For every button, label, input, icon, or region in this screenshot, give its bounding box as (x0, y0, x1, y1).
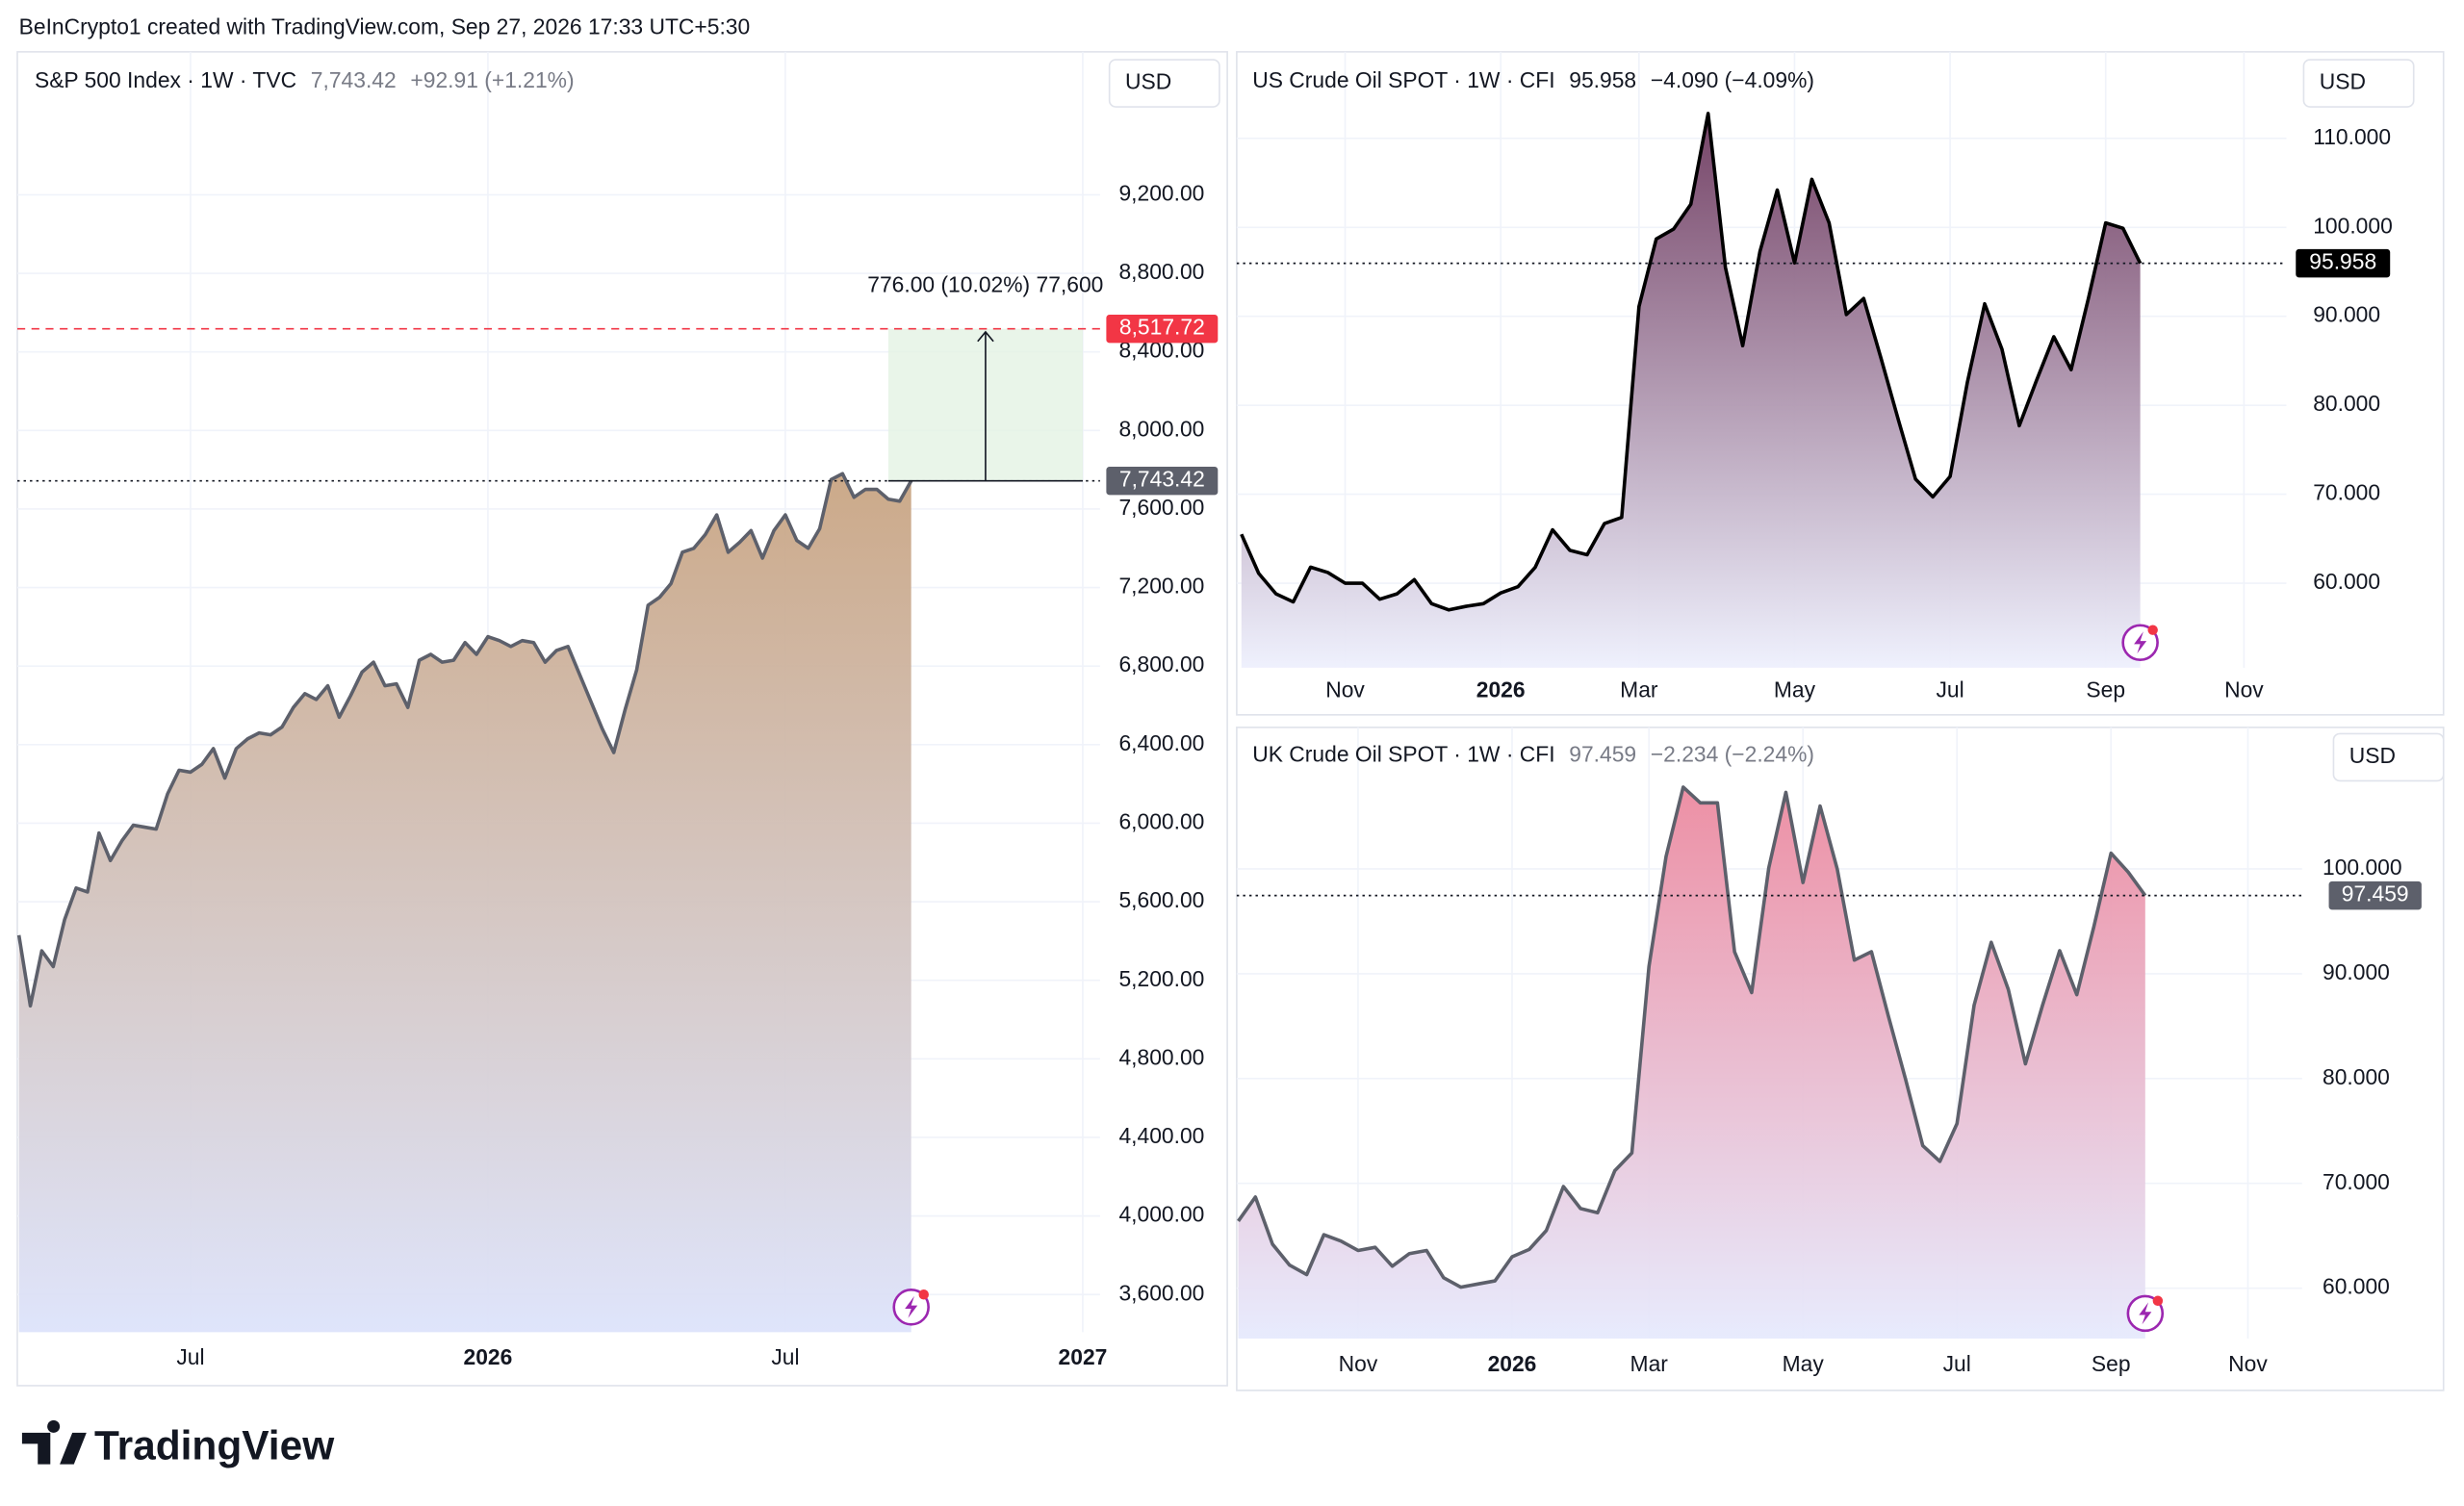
price-label-box (2296, 248, 2391, 278)
x-tick-label: Jul (1943, 1351, 1971, 1376)
y-tick-label: 7,600.00 (1118, 495, 1204, 520)
event-dot (918, 1289, 929, 1300)
y-tick-label: 60.000 (2323, 1274, 2390, 1299)
target-label-box (1106, 314, 1219, 344)
event-icon-bolt (905, 1295, 918, 1318)
y-tick-label: 9,200.00 (1118, 180, 1204, 205)
event-icon-bolt (2134, 631, 2147, 654)
y-tick-label: 90.000 (2323, 959, 2390, 984)
event-icon-bolt (2139, 1302, 2152, 1325)
legend-part: −2.234 (−2.24%) (1651, 741, 1814, 766)
price-line (16, 472, 913, 1008)
y-tick-label: 6,400.00 (1118, 730, 1204, 755)
x-tick-label: 2026 (464, 1344, 513, 1369)
x-tick-label: 2026 (1488, 1351, 1537, 1376)
x-tick-label: Jul (1936, 676, 1964, 702)
legend-part: −4.090 (−4.09%) (1651, 67, 1814, 92)
legend-part: UK Crude Oil SPOT · 1W · CFI (1252, 741, 1554, 766)
price-line (1240, 112, 2143, 612)
y-tick-label: 4,000.00 (1118, 1202, 1204, 1227)
legend-part: 97.459 (1569, 741, 1636, 766)
x-tick-label: Sep (2092, 1351, 2131, 1376)
price-line (1237, 785, 2147, 1289)
currency-button (2332, 732, 2445, 782)
y-tick-label: 3,600.00 (1118, 1280, 1204, 1305)
price-label: 95.958 (2309, 249, 2376, 274)
panel-frame (16, 51, 1228, 1387)
panel-frame (1236, 51, 2445, 716)
legend-part: US Crude Oil SPOT · 1W · CFI (1252, 67, 1554, 92)
x-tick-label: May (1774, 676, 1816, 702)
y-tick-label: 5,200.00 (1118, 966, 1204, 991)
y-tick-label: 4,400.00 (1118, 1123, 1204, 1148)
y-tick-label: 5,600.00 (1118, 887, 1204, 912)
chart-panel: 60.000 70.000 80.000 90.000 100.000 110.000 No… (1236, 51, 2445, 716)
y-tick-label: 110.000 (2313, 124, 2391, 149)
price-label: 97.459 (2342, 881, 2409, 906)
price-label-box (1106, 466, 1219, 496)
y-tick-label: 4,800.00 (1118, 1044, 1204, 1069)
currency-button (1108, 59, 1220, 108)
x-tick-label: Jul (176, 1344, 204, 1369)
x-tick-label: Nov (1339, 1351, 1378, 1376)
measure-label: 776.00 (10.02%) 77,600 (867, 272, 1103, 297)
area-fill (1241, 113, 2141, 668)
price-label-box (2328, 881, 2422, 910)
legend-part: 95.958 (1569, 67, 1636, 92)
y-tick-label: 80.000 (2313, 391, 2380, 416)
footer-brand: TradingView (94, 1422, 335, 1468)
y-tick-label: 100.000 (2313, 213, 2393, 238)
legend-text: S&P 500 Index · 1W · TVC 7,743.42 +92.91 (… (35, 67, 575, 92)
x-tick-label: 2026 (1476, 676, 1526, 702)
x-tick-label: Nov (1325, 676, 1365, 702)
currency-label: USD (1125, 69, 1171, 94)
x-tick-label: Sep (2086, 676, 2125, 702)
y-tick-label: 80.000 (2323, 1064, 2390, 1089)
legend-part: +92.91 (+1.21%) (410, 67, 574, 92)
y-tick-label: 7,200.00 (1118, 574, 1204, 599)
panel-frame (1236, 727, 2445, 1391)
y-tick-label: 60.000 (2313, 569, 2380, 594)
legend-part: 7,743.42 (311, 67, 397, 92)
y-tick-label: 70.000 (2323, 1169, 2390, 1194)
event-dot (2152, 1295, 2164, 1307)
y-tick-label: 8,800.00 (1118, 259, 1204, 284)
currency-button (2302, 59, 2415, 108)
y-tick-label: 100.000 (2323, 855, 2402, 880)
y-tick-label: 6,800.00 (1118, 651, 1204, 676)
x-tick-label: Nov (2228, 1351, 2268, 1376)
y-tick-label: 90.000 (2313, 302, 2380, 327)
y-tick-label: 70.000 (2313, 480, 2380, 505)
legend-text: US Crude Oil SPOT · 1W · CFI 95.958 −4.090… (1252, 67, 1814, 92)
logo (21, 1419, 87, 1465)
legend-part: S&P 500 Index · 1W · TVC (35, 67, 296, 92)
currency-label: USD (2320, 69, 2366, 94)
chart-panel: 3,600.00 4,000.00 4,400.00 4,800.00 5,200.00… (16, 51, 1228, 1387)
chart-panel: 60.000 70.000 80.000 90.000 100.000 Nov 2026 Ma… (1236, 727, 2445, 1391)
x-tick-label: 2027 (1059, 1344, 1108, 1369)
measure-arrow-head (977, 330, 994, 343)
y-tick-label: 6,000.00 (1118, 809, 1204, 834)
x-tick-label: Mar (1620, 676, 1658, 702)
x-tick-label: Mar (1630, 1351, 1669, 1376)
page-header: BeInCrypto1 created with TradingView.com… (19, 13, 751, 38)
x-tick-label: Jul (771, 1344, 799, 1369)
event-dot (2147, 625, 2158, 635)
area-fill (1238, 786, 2145, 1339)
target-label: 8,517.72 (1119, 315, 1205, 340)
y-tick-label: 8,000.00 (1118, 416, 1204, 441)
currency-label: USD (2349, 743, 2396, 768)
area-fill (18, 473, 911, 1333)
x-tick-label: May (1783, 1351, 1825, 1376)
x-tick-label: Nov (2224, 676, 2264, 702)
legend-text: UK Crude Oil SPOT · 1W · CFI 97.459 −2.234… (1252, 741, 1814, 766)
price-label: 7,743.42 (1119, 467, 1205, 492)
